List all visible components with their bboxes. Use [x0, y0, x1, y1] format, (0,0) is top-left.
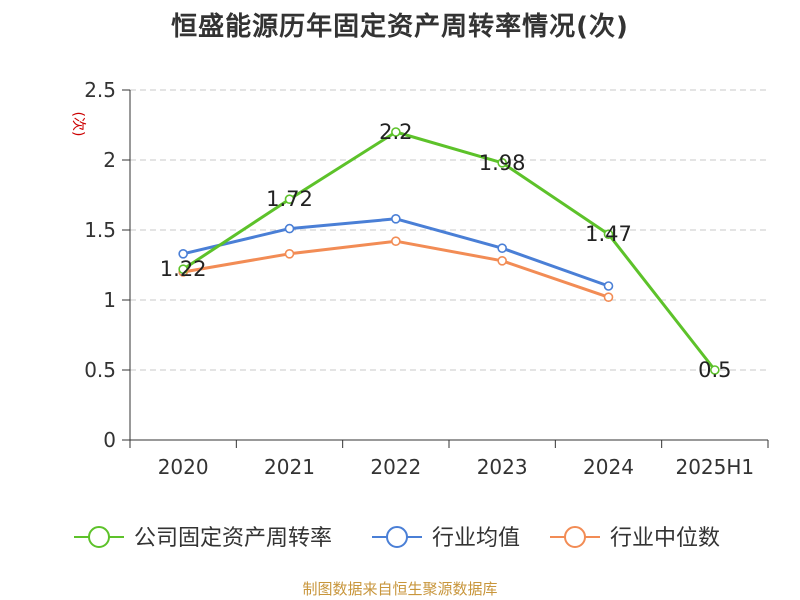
- data-point: [603, 281, 614, 291]
- data-point: [603, 229, 614, 239]
- data-point: [178, 264, 188, 275]
- legend: 公司固定资产周转率 行业均值 行业中位数: [74, 526, 720, 551]
- x-tick-label: 2025H1: [675, 455, 754, 479]
- legend-label: 行业中位数: [610, 526, 720, 551]
- y-tick-label: 0: [103, 428, 116, 452]
- data-label: 0.5: [698, 358, 731, 382]
- legend-marker: [386, 526, 408, 548]
- legend-label: 公司固定资产周转率: [134, 526, 332, 551]
- data-label: 1.47: [585, 222, 632, 246]
- data-point: [284, 223, 295, 234]
- y-axis-label: (次): [70, 112, 86, 137]
- data-point: [497, 255, 507, 266]
- data-point: [497, 158, 507, 168]
- legend-marker: [88, 526, 110, 548]
- grid-lines: [130, 89, 768, 371]
- x-tick-label: 2021: [264, 455, 315, 479]
- data-label: 1.72: [266, 187, 313, 211]
- data-label: 2.2: [379, 120, 412, 144]
- data-labels: 1.22 1.72 2.2 1.98 1.47 0.5: [160, 120, 732, 382]
- data-point: [391, 236, 401, 246]
- data-point: [603, 292, 614, 303]
- x-tick-label: 2024: [583, 455, 634, 479]
- legend-marker: [564, 526, 586, 548]
- series-line-2: [182, 239, 609, 299]
- x-tick-label: 2020: [158, 455, 209, 479]
- source-note: 制图数据来自恒生聚源数据库: [302, 580, 498, 598]
- series-layer: [178, 127, 720, 375]
- data-point: [284, 249, 295, 259]
- data-point: [391, 127, 401, 137]
- y-tick-label: 1.5: [84, 218, 116, 242]
- series-line-0: [182, 130, 717, 371]
- axes: 0 0.5 1 1.5 2 2.5 2020 2021 2022 2023 2024 2025H1 (次…: [70, 78, 769, 479]
- legend-label: 行业均值: [432, 526, 520, 551]
- chart-title: 恒盛能源历年固定资产周转率情况(次): [171, 12, 629, 42]
- y-tick-label: 2: [103, 148, 116, 172]
- y-tick-label: 2.5: [84, 78, 116, 102]
- data-point: [178, 249, 188, 259]
- x-tick-label: 2023: [477, 455, 528, 479]
- y-tick-label: 1: [103, 288, 116, 312]
- data-label: 1.22: [160, 257, 207, 281]
- data-label: 1.98: [479, 151, 526, 175]
- data-point: [391, 214, 401, 224]
- y-tick-label: 0.5: [84, 358, 116, 382]
- x-tick-label: 2022: [370, 455, 421, 479]
- data-point: [497, 243, 507, 253]
- data-point: [710, 365, 720, 375]
- data-point: [284, 194, 295, 204]
